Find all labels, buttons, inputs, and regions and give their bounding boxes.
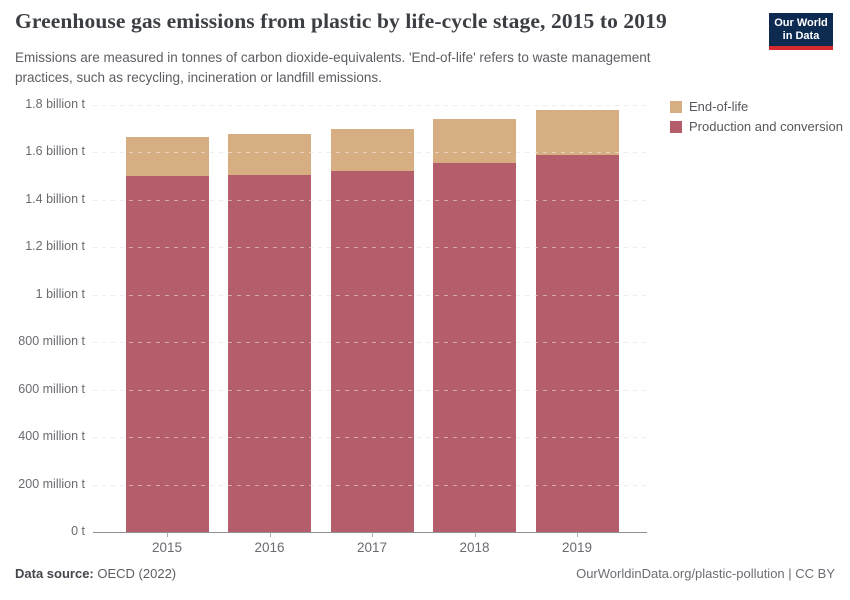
x-tick-label-2016: 2016 (254, 540, 285, 555)
legend-swatch-icon (670, 120, 682, 133)
gridline-overlay (93, 105, 647, 106)
legend-item-end-of-life[interactable]: End-of-life (670, 99, 843, 114)
legend-swatch-icon (670, 100, 682, 113)
y-tick-label: 1.2 billion t (25, 239, 85, 254)
gridline-overlay (93, 437, 647, 439)
bar-2018-production-and-conversion[interactable] (433, 163, 516, 532)
gridline (93, 105, 647, 106)
citation-link[interactable]: OurWorldinData.org/plastic-pollution | C… (576, 566, 835, 581)
plot-area: 2015 2016 2017 2018 2019 (93, 105, 647, 555)
footer: Data source: OECD (2022) OurWorldinData.… (15, 566, 835, 581)
gridline-overlay (93, 294, 647, 296)
owid-logo-line2: in Data (782, 29, 820, 42)
y-tick-label: 800 million t (18, 334, 85, 349)
gridline-overlay (93, 199, 647, 201)
x-tick-mark (269, 533, 271, 537)
y-tick-label: 600 million t (18, 381, 85, 396)
gridline-overlay (93, 152, 647, 154)
y-tick-label: 1.6 billion t (25, 144, 85, 159)
bar-2017-production-and-conversion[interactable] (330, 171, 414, 532)
bar-2017-end-of-life[interactable] (330, 128, 414, 172)
bar-2015-end-of-life[interactable] (125, 137, 209, 177)
y-tick-label: 1.8 billion t (25, 97, 85, 111)
x-tick-mark (167, 533, 168, 537)
owid-logo-line1: Our World (774, 16, 828, 29)
x-tick-label-2015: 2015 (151, 540, 183, 555)
data-source-value: OECD (2022) (97, 566, 177, 581)
x-tick-label-2018: 2018 (459, 540, 490, 555)
y-tick-label: 200 million t (18, 476, 85, 491)
x-tick-label-2017: 2017 (356, 540, 388, 555)
bar-2016-end-of-life[interactable] (228, 134, 311, 175)
x-tick-mark (577, 533, 578, 537)
legend: End-of-life Production and conversion (670, 99, 843, 139)
owid-logo[interactable]: Our World in Data (769, 13, 833, 50)
y-tick-label: 1 billion t (35, 286, 85, 301)
gridline-overlay (93, 484, 647, 486)
bar-2019-end-of-life[interactable] (535, 109, 619, 155)
chart-subtitle: Emissions are measured in tonnes of carb… (15, 50, 651, 85)
bar-2016-production-and-conversion[interactable] (228, 174, 311, 532)
y-tick-label: 400 million t (18, 429, 85, 444)
bar-2018-end-of-life[interactable] (433, 118, 516, 164)
legend-item-production-and-conversion[interactable]: Production and conversion (670, 119, 843, 134)
gridline-overlay (93, 389, 647, 391)
bar-2015-production-and-conversion[interactable] (125, 176, 209, 532)
gridline-overlay (93, 342, 647, 344)
x-tick-label-2019: 2019 (561, 540, 593, 555)
x-tick-mark (372, 533, 373, 537)
gridline-overlay (93, 247, 647, 249)
y-tick-label: 1.4 billion t (25, 191, 85, 206)
data-source-label: Data source: (15, 566, 94, 581)
data-source: Data source: OECD (2022) (15, 566, 176, 581)
y-tick-label: 0 t (71, 524, 85, 538)
legend-label: Production and conversion (689, 119, 843, 134)
y-axis: 0 t 200 million t 400 million t 600 million… (0, 97, 85, 545)
x-tick-mark (474, 533, 476, 537)
page-title: Greenhouse gas emissions from plastic by… (15, 9, 667, 33)
x-axis-line (93, 532, 647, 533)
bar-2019-production-and-conversion[interactable] (535, 154, 619, 532)
legend-label: End-of-life (689, 99, 749, 114)
